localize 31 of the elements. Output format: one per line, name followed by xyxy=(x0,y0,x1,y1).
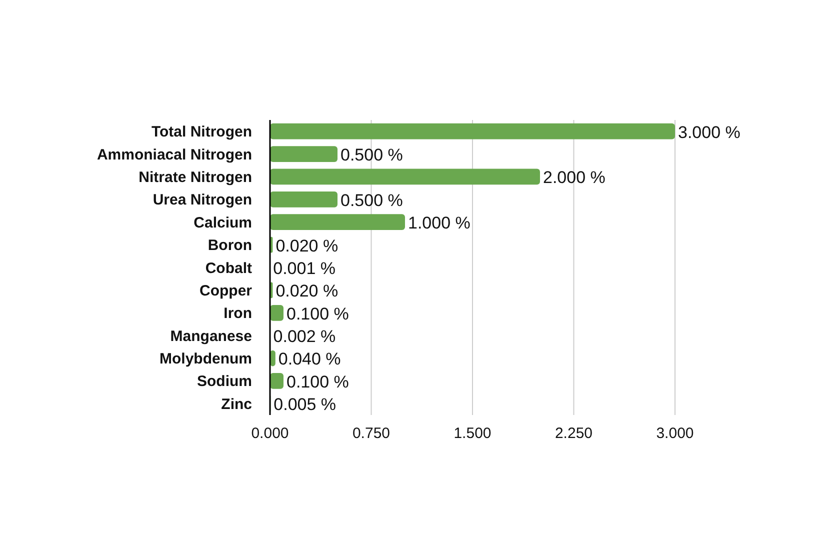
y-tick-label: Urea Nitrogen xyxy=(152,192,252,209)
data-label: 0.100 % xyxy=(286,372,349,392)
y-tick-label: Molybdenum xyxy=(160,350,252,368)
x-tick-label: 2.250 xyxy=(554,425,593,442)
y-tick-label: Nitrate Nitrogen xyxy=(138,168,252,186)
x-tick-label: 1.500 xyxy=(454,425,492,442)
y-tick-label: Boron xyxy=(208,237,252,254)
data-label: 0.005 % xyxy=(274,395,336,414)
y-tick-label: Sodium xyxy=(197,373,252,390)
y-tick-label: Calcium xyxy=(194,214,252,232)
data-label: 0.020 % xyxy=(276,236,338,256)
y-tick-label: Ammoniacal Nitrogen xyxy=(96,146,252,164)
data-label: 2.000 % xyxy=(543,168,606,188)
y-tick-label: Total Nitrogen xyxy=(151,124,252,141)
data-label: 0.500 % xyxy=(340,190,403,210)
data-label: 0.002 % xyxy=(273,327,336,346)
y-tick-label: Zinc xyxy=(221,396,252,413)
y-tick-label: Copper xyxy=(200,282,252,300)
data-label: 0.500 % xyxy=(340,146,403,164)
data-label: 1.000 % xyxy=(408,214,470,233)
data-label: 0.040 % xyxy=(278,350,341,369)
x-tick-label: 0.000 xyxy=(251,425,289,442)
y-tick-label: Manganese xyxy=(170,328,252,345)
data-label: 3.000 % xyxy=(678,122,740,142)
data-label: 0.100 % xyxy=(286,304,349,324)
y-tick-label: Iron xyxy=(224,305,252,322)
y-tick-label: Cobalt xyxy=(205,260,252,277)
data-label: 0.020 % xyxy=(276,282,338,301)
x-tick-label: 3.000 xyxy=(656,425,694,442)
data-label: 0.001 % xyxy=(273,258,336,278)
x-tick-label: 0.750 xyxy=(352,425,390,442)
